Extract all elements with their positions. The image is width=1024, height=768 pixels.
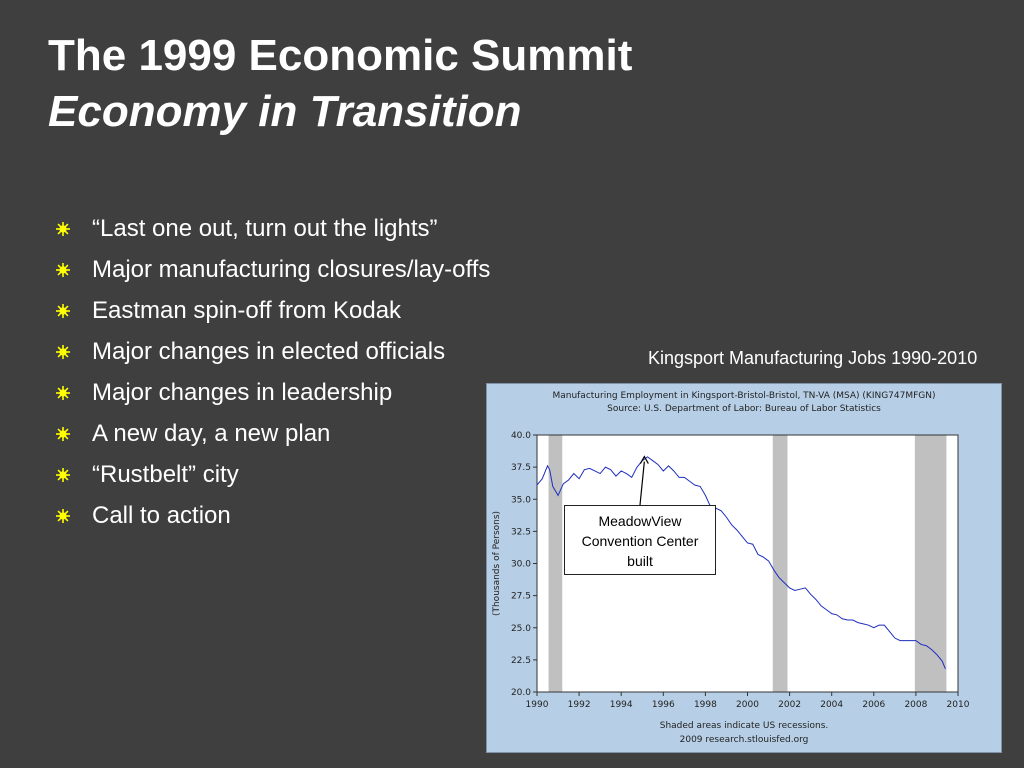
title-main: The 1999 Economic Summit xyxy=(48,31,633,80)
annotation-line-2: Convention Center xyxy=(581,533,699,549)
bullet-item: Eastman spin-off from Kodak xyxy=(56,290,490,331)
y-tick-label: 27.5 xyxy=(511,592,531,602)
slide-title: The 1999 Economic Summit Economy in Tran… xyxy=(48,28,632,140)
bullet-item: Major manufacturing closures/lay-offs xyxy=(56,249,490,290)
y-tick-label: 32.5 xyxy=(511,527,531,537)
x-tick-label: 2010 xyxy=(947,700,970,710)
sunburst-bullet-icon xyxy=(56,427,70,441)
x-tick-label: 1990 xyxy=(526,700,549,710)
bullet-list: “Last one out, turn out the lights” Major… xyxy=(56,208,490,536)
sunburst-bullet-icon xyxy=(56,345,70,359)
sunburst-bullet-icon xyxy=(56,304,70,318)
bullet-text: “Last one out, turn out the lights” xyxy=(92,215,438,242)
bullet-text: Major changes in elected officials xyxy=(92,338,446,365)
chart-caption: Kingsport Manufacturing Jobs 1990-2010 xyxy=(648,348,978,368)
sunburst-bullet-icon xyxy=(56,468,70,482)
y-tick-label: 37.5 xyxy=(511,463,531,473)
bullet-item: Major changes in leadership xyxy=(56,372,490,413)
x-tick-label: 2008 xyxy=(904,700,927,710)
bullet-item: “Rustbelt” city xyxy=(56,454,490,495)
y-tick-label: 35.0 xyxy=(511,495,531,505)
x-tick-label: 1998 xyxy=(694,700,717,710)
bullet-text: A new day, a new plan xyxy=(92,420,331,447)
sunburst-bullet-icon xyxy=(56,263,70,277)
bullet-text: Major manufacturing closures/lay-offs xyxy=(92,256,491,283)
x-tick-label: 2002 xyxy=(778,700,801,710)
series-line xyxy=(536,456,946,670)
chart-footer-2: 2009 research.stlouisfed.org xyxy=(680,735,809,745)
sunburst-bullet-icon xyxy=(56,222,70,236)
annotation-arrow xyxy=(639,461,645,506)
employment-chart: Manufacturing Employment in Kingsport-Br… xyxy=(492,391,970,745)
x-tick-label: 2000 xyxy=(736,700,759,710)
bullet-item: Major changes in elected officials xyxy=(56,331,490,372)
bullet-text: Major changes in leadership xyxy=(92,379,393,406)
y-tick-label: 25.0 xyxy=(511,624,531,634)
bullet-item: Call to action xyxy=(56,495,490,536)
x-tick-label: 1996 xyxy=(652,700,675,710)
bullet-item: “Last one out, turn out the lights” xyxy=(56,208,490,249)
y-tick-label: 30.0 xyxy=(511,560,531,570)
recession-band xyxy=(772,435,788,692)
x-tick-label: 1992 xyxy=(568,700,591,710)
chart-footer-1: Shaded areas indicate US recessions. xyxy=(660,721,829,731)
annotation-box: MeadowView Convention Center built xyxy=(564,505,716,575)
chart-title: Manufacturing Employment in Kingsport-Br… xyxy=(552,391,935,401)
title-subtitle: Economy in Transition xyxy=(48,87,522,136)
y-tick-label: 22.5 xyxy=(511,656,531,666)
y-axis-label: (Thousands of Persons) xyxy=(492,511,502,616)
x-tick-label: 2004 xyxy=(820,700,843,710)
bullet-item: A new day, a new plan xyxy=(56,413,490,454)
y-tick-label: 40.0 xyxy=(511,431,531,441)
bullet-text: “Rustbelt” city xyxy=(92,461,239,488)
sunburst-bullet-icon xyxy=(56,386,70,400)
annotation-line-3: built xyxy=(627,553,653,569)
x-tick-label: 1994 xyxy=(610,700,633,710)
recession-band xyxy=(914,435,947,692)
bullet-text: Eastman spin-off from Kodak xyxy=(92,297,402,324)
annotation-line-1: MeadowView xyxy=(598,513,682,529)
recession-band xyxy=(548,435,563,692)
chart-panel: Manufacturing Employment in Kingsport-Br… xyxy=(486,383,1002,753)
sunburst-bullet-icon xyxy=(56,509,70,523)
annotation-arrowhead xyxy=(639,455,649,464)
bullet-text: Call to action xyxy=(92,502,231,529)
chart-subtitle: Source: U.S. Department of Labor: Bureau… xyxy=(607,404,881,414)
y-tick-label: 20.0 xyxy=(511,688,531,698)
x-tick-label: 2006 xyxy=(862,700,885,710)
